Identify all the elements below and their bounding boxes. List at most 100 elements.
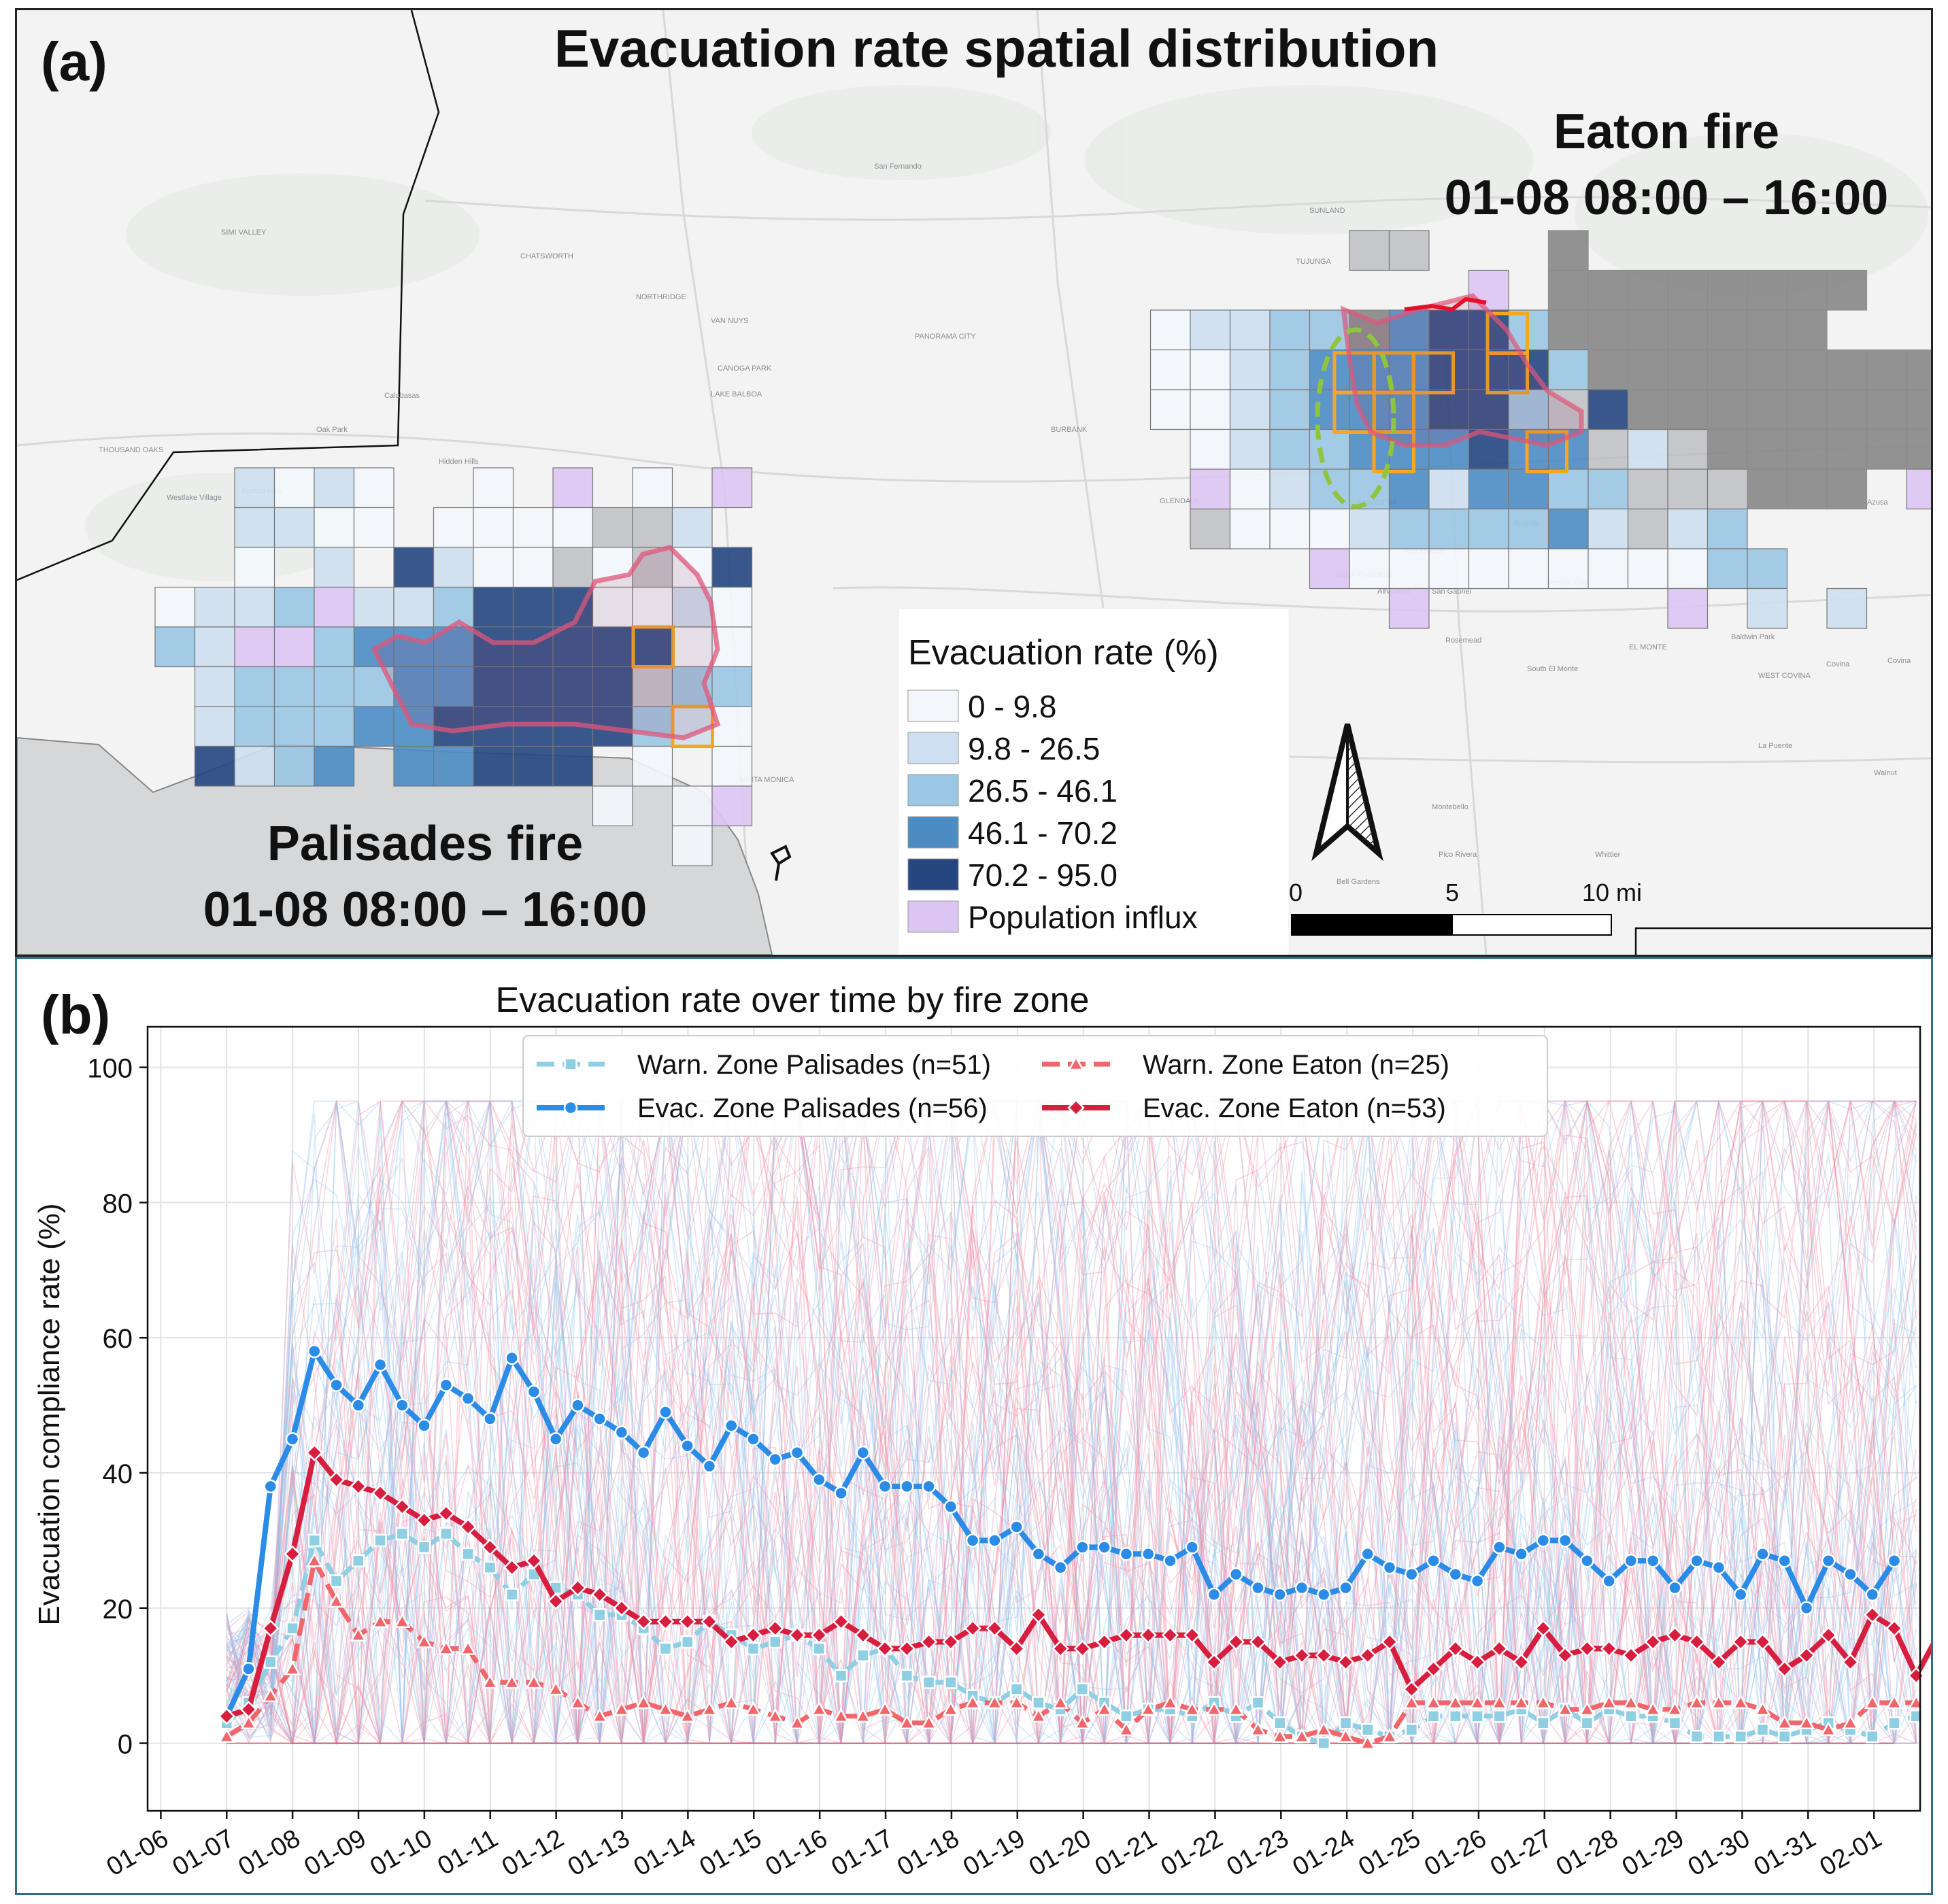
data-point (1317, 1587, 1331, 1602)
data-point (503, 1559, 521, 1576)
background-trajectory (226, 1100, 1917, 1744)
grid-cell (1190, 508, 1231, 549)
legend-box (522, 1035, 1548, 1137)
data-point (944, 1676, 958, 1689)
grid-cell (1747, 349, 1788, 390)
place-label: Montebello (1432, 803, 1468, 811)
data-point (459, 1518, 477, 1536)
data-point (1600, 1639, 1618, 1658)
place-label: PANORAMA CITY (915, 333, 976, 341)
place-label: EL MONTE (1629, 643, 1667, 651)
grid-cell (592, 626, 633, 668)
data-point (1317, 1736, 1331, 1750)
grid-cell (1627, 349, 1668, 390)
data-point (680, 1439, 694, 1453)
data-point (1711, 1560, 1726, 1575)
grid-cell (1826, 389, 1868, 430)
data-point (1536, 1716, 1550, 1730)
grid-cell (1667, 269, 1709, 311)
data-point (1885, 1694, 1903, 1710)
data-point (1909, 1710, 1924, 1723)
data-point (811, 1701, 828, 1716)
x-tick-label: 01-26 (1420, 1824, 1491, 1882)
data-point (285, 1432, 300, 1446)
grid-cell (1388, 548, 1430, 590)
data-point (1359, 1735, 1376, 1750)
x-tick-label: 01-13 (563, 1824, 635, 1882)
data-point (636, 1445, 651, 1460)
data-point (1359, 1646, 1377, 1665)
grid-cell (1149, 309, 1191, 351)
data-point (1228, 1567, 1243, 1582)
data-point (1470, 1574, 1485, 1588)
background-trajectory (226, 1100, 1917, 1744)
data-point (1624, 1553, 1639, 1568)
data-point (1644, 1633, 1662, 1651)
place-label: Westlake Village (167, 494, 222, 502)
grid-cell (1388, 230, 1430, 271)
data-point (767, 1707, 784, 1723)
data-point (1031, 1547, 1046, 1561)
data-point (658, 1642, 673, 1656)
data-point (833, 1707, 850, 1723)
data-point (656, 1612, 675, 1631)
data-point (766, 1619, 784, 1637)
x-tick-label: 01-27 (1485, 1824, 1557, 1882)
data-point (788, 1714, 806, 1730)
grid-cell (1707, 469, 1748, 510)
data-point (1141, 1547, 1156, 1561)
data-point (1468, 1653, 1486, 1671)
scale-bar-white (1451, 914, 1612, 936)
grid-cell (314, 507, 355, 548)
data-point (1732, 1694, 1749, 1710)
data-point (373, 1357, 388, 1372)
data-point (1426, 1710, 1441, 1723)
data-point (439, 1378, 454, 1393)
grid-cell (353, 586, 394, 628)
data-point (1405, 1722, 1419, 1737)
eaton-fire-front (1404, 296, 1487, 312)
data-point (1067, 1055, 1085, 1071)
grid-cell (552, 467, 594, 509)
series-1 (220, 1344, 1902, 1724)
data-point (417, 1540, 431, 1554)
scale-bar-black (1291, 914, 1453, 936)
data-point (1492, 1540, 1507, 1554)
grid-cell (1349, 548, 1390, 590)
x-tick-label: 01-29 (1617, 1824, 1689, 1882)
data-point (899, 1714, 916, 1730)
data-point (548, 1680, 565, 1696)
data-point (810, 1626, 828, 1644)
highlight-ellipse (1315, 327, 1396, 509)
grid-cell (1786, 269, 1828, 311)
place-label: LAKE BALBOA (711, 390, 762, 398)
grid-cell (592, 507, 633, 548)
data-point (1602, 1574, 1616, 1588)
grid-cell (393, 626, 435, 668)
grid-cell (1388, 588, 1430, 629)
grid-cell (433, 547, 474, 588)
grid-cell (273, 706, 315, 747)
grid-cell (1309, 428, 1350, 470)
data-point (1294, 1580, 1309, 1595)
grid-cell (1468, 508, 1509, 549)
grid-cell (1428, 548, 1470, 590)
grid-cell (1627, 508, 1668, 549)
map-panel: SIMI VALLEY THOUSAND OAKS BURBANK GLENDALE P… (15, 8, 1933, 957)
grid-cell (552, 586, 594, 628)
data-point (856, 1445, 871, 1460)
data-point (678, 1612, 696, 1631)
data-point (1163, 1553, 1177, 1568)
data-point (483, 1412, 497, 1426)
y-tick-label: 0 (118, 1730, 133, 1760)
background-trajectory (226, 1100, 1917, 1745)
data-point (1712, 1729, 1726, 1744)
background-trajectory (226, 1100, 1917, 1744)
grid-cell (1428, 309, 1470, 351)
data-point (876, 1639, 894, 1658)
place-label: Covina (1887, 657, 1911, 665)
x-tick-label: 01-30 (1683, 1824, 1755, 1882)
grid-cell (473, 745, 514, 787)
grid-cell (671, 706, 713, 747)
grid-cell (314, 745, 355, 787)
